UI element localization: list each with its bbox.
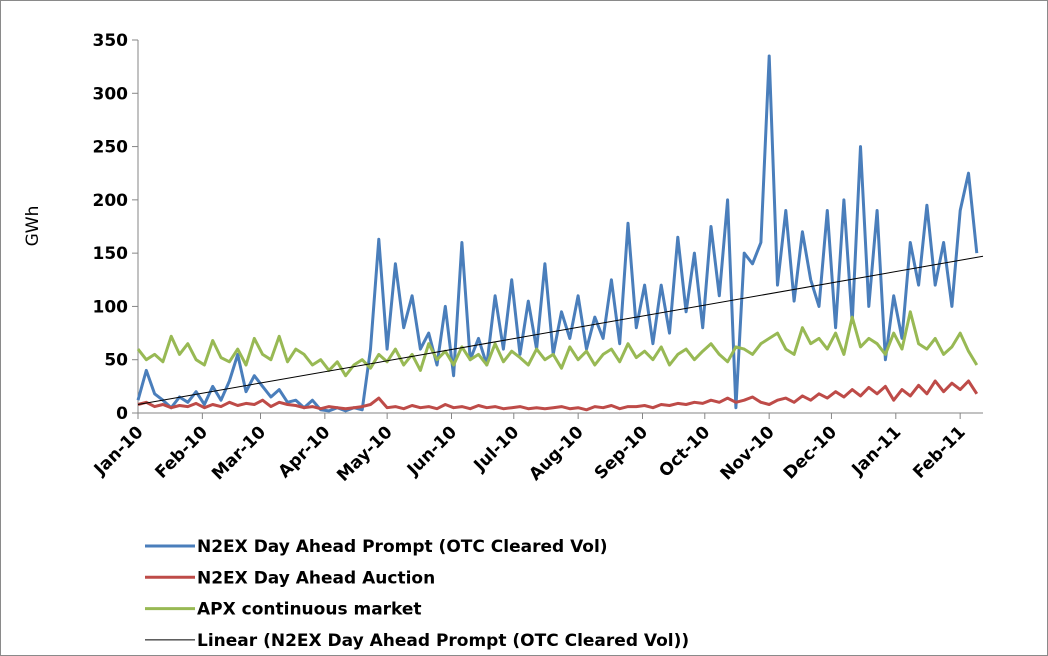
y-tick-label: 350: [93, 31, 129, 51]
legend-label: N2EX Day Ahead Prompt (OTC Cleared Vol): [197, 537, 608, 557]
series-line: [137, 379, 979, 412]
y-tick-label: 300: [93, 84, 129, 104]
y-tick-label: 250: [93, 138, 129, 158]
legend-label: APX continuous market: [197, 600, 422, 620]
y-tick-label: 100: [93, 297, 129, 317]
y-tick-label: 50: [104, 351, 128, 371]
y-axis-label: GWh: [23, 206, 43, 247]
y-tick-label: 0: [116, 404, 128, 424]
series-line: [137, 255, 984, 405]
legend-label: Linear (N2EX Day Ahead Prompt (OTC Clear…: [197, 631, 689, 651]
series-line: [136, 310, 979, 378]
legend-label: N2EX Day Ahead Auction: [197, 568, 435, 588]
series-line: [136, 54, 979, 413]
y-tick-label: 150: [93, 244, 129, 264]
y-tick-label: 200: [93, 191, 129, 211]
